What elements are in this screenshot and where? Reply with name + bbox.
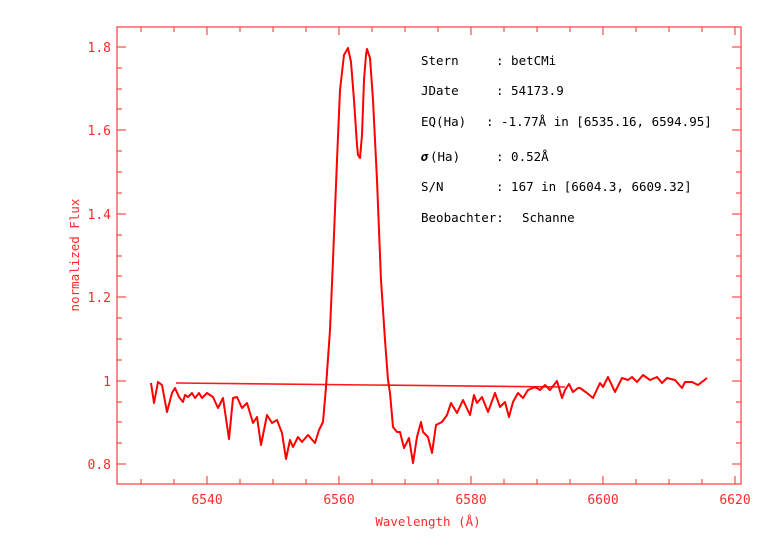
info-panel: Stern : betCMi JDate : 54173.9 EQ(Ha) : …: [420, 53, 712, 225]
eq-label: EQ(Ha): [421, 114, 466, 129]
jdate-label: JDate: [421, 83, 459, 98]
eq-value: : -1.77Å in [6535.16, 6594.95]: [486, 114, 712, 129]
x-axis-title: Wavelength (Å): [375, 514, 480, 529]
sigma-value: : 0.52Å: [496, 149, 549, 164]
sn-label: S/N: [421, 179, 444, 194]
y-tick-label: 1.6: [88, 124, 111, 139]
continuum-line: [175, 382, 566, 388]
x-axis-ticks: [140, 27, 736, 484]
stern-label: Stern: [421, 53, 459, 68]
jdate-value: : 54173.9: [496, 83, 564, 98]
observer-label: Beobachter:: [421, 210, 504, 225]
y-tick-label: 1.8: [88, 41, 111, 56]
x-tick-label: 6600: [587, 493, 618, 508]
y-tick-label: 0.8: [88, 458, 111, 473]
y-tick-label: 1.2: [88, 291, 111, 306]
y-tick-label: 1.4: [88, 208, 112, 223]
observer-value: Schanne: [522, 210, 575, 225]
y-tick-label: 1: [103, 375, 111, 390]
sigma-label: (Ha): [430, 149, 460, 164]
x-tick-label: 6560: [323, 493, 354, 508]
y-axis-title: normalized Flux: [67, 198, 82, 311]
x-tick-label: 6620: [719, 493, 750, 508]
sn-value: : 167 in [6604.3, 6609.32]: [496, 179, 692, 194]
y-axis-ticks: [117, 46, 741, 465]
x-tick-label: 6540: [191, 493, 222, 508]
x-tick-label: 6580: [455, 493, 486, 508]
sigma-symbol: σ: [420, 149, 429, 164]
spectrum-line: [150, 47, 708, 464]
stern-value: : betCMi: [496, 53, 556, 68]
